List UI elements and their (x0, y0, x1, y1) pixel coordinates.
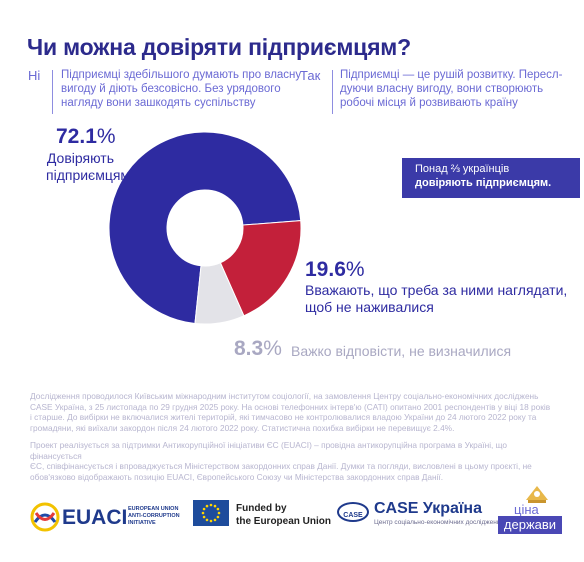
unsure-description: Важко відповісти, не визначилися (291, 343, 512, 359)
case-badge-text: CASE (343, 512, 363, 519)
eu-star-icon (216, 507, 220, 511)
trust-percent-value: 72.1 (56, 125, 97, 148)
cina-derzhavy-emblem-icon (526, 486, 548, 503)
callout-line: Понад ⅔ українців (415, 163, 510, 175)
answer-no-line: вигоду й діють безсовісно. Без урядового (61, 83, 281, 95)
case-subtitle: Центр соціально-економічних досліджень (374, 519, 501, 526)
answer-yes-text: Підприємці — це рушій розвитку. Пересл- … (340, 68, 562, 110)
donut-slice-unsure (194, 262, 245, 325)
answer-yes-label: Так (300, 68, 321, 83)
methodology-line: CASE Україна, з 25 листопада по 29 грудн… (30, 401, 551, 412)
eu-star-icon (209, 503, 213, 507)
euaci-subtitle-line: INITIATIVE (128, 520, 156, 526)
eu-star-icon (213, 504, 217, 508)
trust-percent-label: 72.1% (56, 125, 116, 149)
eu-funded-line: the European Union (236, 516, 331, 527)
trust-description: Довіряють підприємцям (46, 150, 131, 184)
partner-logos: EUACI EUROPEAN UNION ANTI-CORRUPTION INI… (0, 478, 584, 562)
watch-percent-value: 19.6 (305, 258, 346, 281)
eu-star-icon (217, 511, 221, 515)
answer-no-label: Ні (28, 68, 41, 83)
eu-star-icon (205, 504, 209, 508)
eu-star-icon (202, 507, 206, 511)
watch-percent-sign: % (345, 258, 365, 281)
methodology-line: громадяни, які виїхали закордон після 24… (30, 422, 455, 433)
methodology-line: Дослідження проводилося Київським міжнар… (30, 391, 539, 401)
trust-description-line: Довіряють (46, 150, 114, 166)
eu-star-icon (202, 515, 206, 519)
callout-line-bold: довіряють підприємцям. (415, 177, 552, 189)
callout-box: Понад ⅔ українців довіряють підприємцям. (402, 158, 580, 198)
eu-funded-line: Funded by (236, 503, 287, 514)
answer-no-line: нагляду вони зашкодять суспільству (61, 97, 256, 109)
eu-star-icon (209, 519, 213, 523)
unsure-percent-label: 8.3% (234, 337, 282, 361)
answer-yes-line: дуючи власну вигоду, вони створюють (340, 83, 544, 95)
watch-description-line: щоб не наживалися (305, 299, 434, 315)
donut-slice-watch (219, 220, 302, 317)
watch-description-line: Вважають, що треба за ними наглядати, (305, 282, 568, 298)
answer-yes-line: Підприємці — це рушій розвитку. Пересл- (340, 69, 563, 81)
eu-flag-icon (193, 500, 229, 526)
eu-funded-text: Funded by the European Union (236, 502, 331, 528)
case-badge-icon: CASE (337, 502, 369, 522)
case-name: CASE Україна (374, 500, 482, 517)
answer-yes-line: робочі місця й розвивають країну (340, 97, 518, 109)
cina-bottom: держави (498, 516, 562, 534)
divider-no (52, 70, 53, 114)
watch-description: Вважають, що треба за ними наглядати, що… (305, 282, 567, 316)
disclaimer-line: Проект реалізується за підтримки Антикор… (30, 440, 508, 461)
euaci-name: EUACI (62, 506, 128, 529)
disclaimer-note: Проект реалізується за підтримки Антикор… (30, 440, 560, 482)
donut-slice-trust (108, 131, 302, 325)
answer-no-line: Підприємці здебільшого думають про власн… (61, 69, 302, 81)
disclaimer-line: обов'язково відображають позицію EUACI, … (30, 471, 444, 482)
euaci-subtitle-line: EUROPEAN UNION (128, 506, 179, 512)
cina-top: ціна (514, 502, 539, 517)
watch-percent-label: 19.6% (305, 258, 365, 282)
page-title: Чи можна довіряти підприємцям? (27, 34, 411, 60)
eu-star-icon (205, 518, 209, 522)
unsure-percent-sign: % (263, 337, 282, 360)
disclaimer-line: ЄС, співфінансується і впроваджується Мі… (30, 461, 532, 471)
eu-star-icon (213, 518, 217, 522)
eu-star-icon (201, 511, 205, 515)
euaci-emblem-icon (30, 502, 60, 532)
answer-no-text: Підприємці здебільшого думають про власн… (61, 68, 301, 110)
methodology-line: і старше. До вибірки не включалися жител… (30, 412, 537, 422)
euaci-subtitle: EUROPEAN UNION ANTI-CORRUPTION INITIATIV… (128, 506, 180, 527)
methodology-note: Дослідження проводилося Київським міжнар… (30, 391, 560, 433)
trust-description-line: підприємцям (46, 167, 131, 183)
unsure-percent-value: 8.3 (234, 337, 264, 360)
euaci-subtitle-line: ANTI-CORRUPTION (128, 513, 180, 519)
divider-yes (332, 70, 333, 114)
eu-star-icon (216, 515, 220, 519)
trust-percent-sign: % (96, 125, 116, 148)
